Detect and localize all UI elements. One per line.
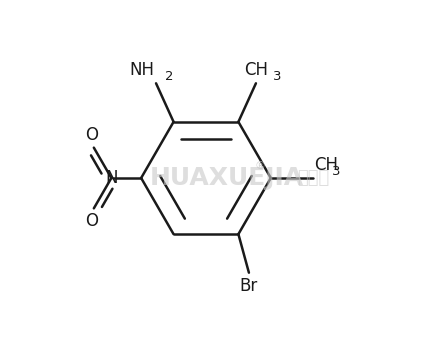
Text: ®: ® [255,161,266,171]
Text: Br: Br [240,277,258,295]
Text: 2: 2 [165,70,173,83]
Text: CH: CH [315,156,339,174]
Text: NH: NH [129,61,154,79]
Text: CH: CH [244,61,268,79]
Text: O: O [86,126,99,144]
Text: 化学加: 化学加 [297,169,330,187]
Text: HUAXUEJIA: HUAXUEJIA [150,166,304,190]
Text: 3: 3 [273,70,281,83]
Text: 3: 3 [332,164,341,178]
Text: O: O [86,212,99,230]
Text: N: N [105,169,117,187]
